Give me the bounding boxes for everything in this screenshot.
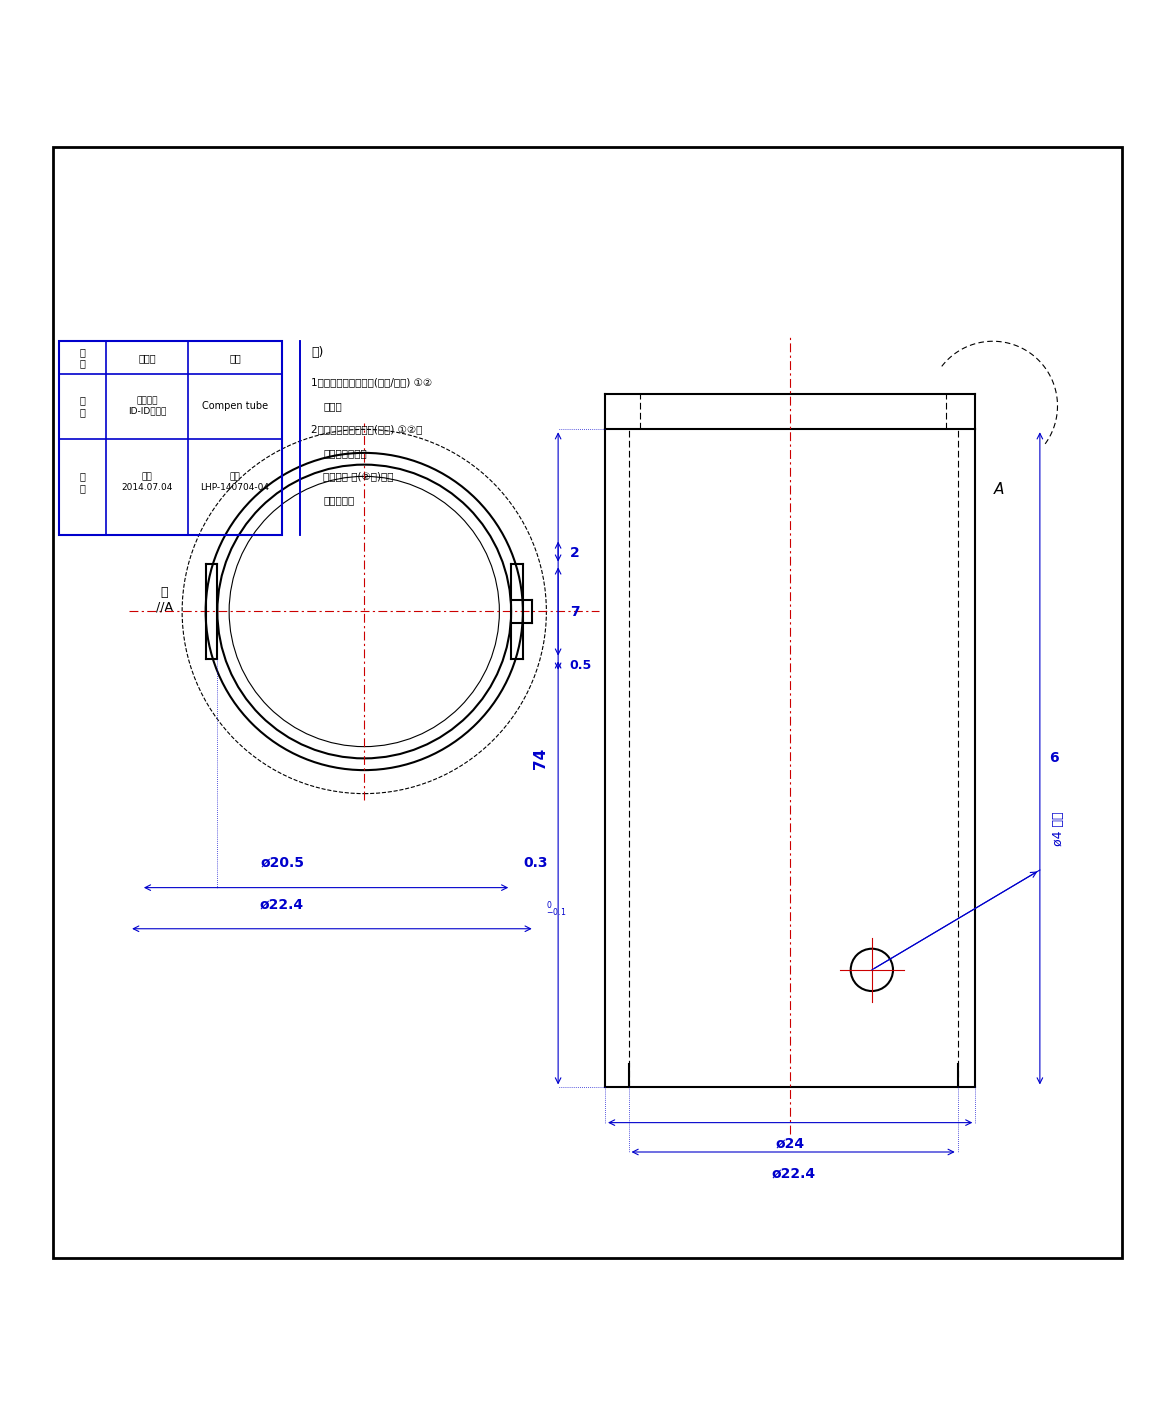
Text: 6: 6	[1049, 752, 1059, 765]
Text: 7: 7	[570, 604, 579, 618]
Text: 图号
LHP-140704-04: 图号 LHP-140704-04	[201, 473, 269, 492]
Text: ø24: ø24	[776, 1137, 805, 1151]
Text: 乙
乙: 乙 乙	[80, 471, 86, 492]
Text: 品名: 品名	[229, 353, 241, 363]
Text: 图样代号
ID-ID功能件: 图样代号 ID-ID功能件	[128, 396, 166, 416]
Bar	[59, 341, 282, 535]
Text: ø22.4: ø22.4	[771, 1165, 815, 1180]
Text: 产均需对 开(②序)进行: 产均需对 开(②序)进行	[323, 471, 394, 481]
Text: A: A	[994, 483, 1003, 497]
Text: 注): 注)	[311, 347, 324, 360]
Text: 剖
//A: 剖 //A	[156, 586, 173, 614]
Text: 日期
2014.07.04: 日期 2014.07.04	[121, 473, 173, 492]
Text: 边角。: 边角。	[323, 401, 342, 411]
Text: ø4 通孔: ø4 通孔	[1052, 811, 1065, 847]
Text: 2、会有色合格后方可(最终) ①②流: 2、会有色合格后方可(最终) ①②流	[311, 425, 423, 435]
Text: 0.5: 0.5	[570, 659, 592, 672]
Text: 方
向: 方 向	[80, 347, 86, 368]
Text: 出。之后每次生: 出。之后每次生	[323, 447, 367, 459]
Text: 74: 74	[533, 748, 548, 769]
Text: 2: 2	[570, 546, 579, 560]
Text: 0.3: 0.3	[523, 856, 548, 871]
Text: Compen tube: Compen tube	[202, 401, 268, 411]
Text: 乙
乙: 乙 乙	[80, 395, 86, 416]
Text: 位代号: 位代号	[139, 353, 155, 363]
Text: $^{0}_{-0.1}$: $^{0}_{-0.1}$	[546, 900, 566, 920]
Text: ø20.5: ø20.5	[260, 856, 304, 871]
Text: 1、去除所有未注锐角(倒角/倒圆) ①②: 1、去除所有未注锐角(倒角/倒圆) ①②	[311, 377, 432, 388]
Text: ø22.4: ø22.4	[260, 897, 304, 912]
Text: 记录管理。: 记录管理。	[323, 495, 355, 505]
